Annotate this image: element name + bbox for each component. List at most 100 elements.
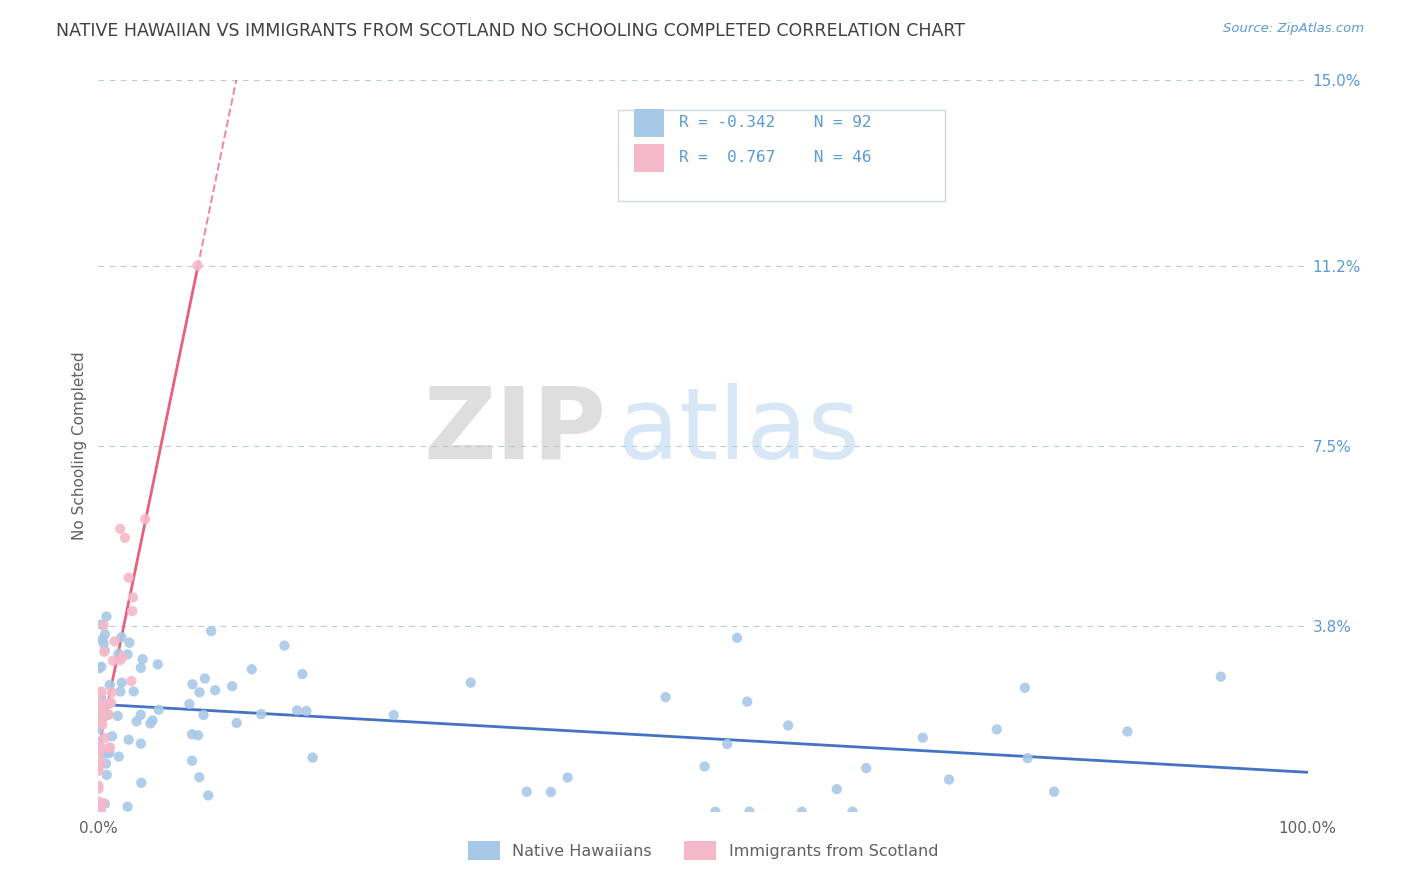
FancyBboxPatch shape — [634, 144, 664, 171]
Point — [101, 654, 124, 668]
Point — [1017, 751, 1039, 765]
Point — [285, 703, 308, 717]
Point — [693, 759, 716, 773]
Point — [240, 662, 263, 676]
Point — [90, 684, 112, 698]
Point — [122, 591, 145, 605]
Point — [90, 690, 112, 705]
Point — [460, 675, 482, 690]
Point — [107, 749, 129, 764]
Point — [139, 716, 162, 731]
Point — [1014, 681, 1036, 695]
Point — [87, 756, 110, 771]
Point — [187, 728, 209, 742]
Point — [89, 722, 111, 736]
Point — [148, 703, 170, 717]
Point — [98, 697, 121, 711]
Point — [90, 805, 112, 819]
Point — [273, 639, 295, 653]
Point — [704, 805, 727, 819]
Point — [841, 805, 863, 819]
Point — [1209, 670, 1232, 684]
Point — [91, 632, 114, 647]
Point — [295, 704, 318, 718]
Point — [131, 776, 153, 790]
Point — [938, 772, 960, 787]
Point — [121, 604, 143, 618]
Point — [204, 683, 226, 698]
Point — [986, 723, 1008, 737]
Point — [120, 673, 142, 688]
Point — [129, 661, 152, 675]
Point — [221, 679, 243, 693]
Point — [87, 779, 110, 793]
Point — [87, 805, 110, 819]
Point — [98, 744, 121, 758]
Point — [87, 714, 110, 728]
Text: R = -0.342    N = 92: R = -0.342 N = 92 — [679, 115, 872, 130]
Point — [181, 727, 204, 741]
Point — [181, 754, 204, 768]
Point — [225, 715, 247, 730]
Point — [93, 709, 115, 723]
Point — [94, 756, 117, 771]
Point — [87, 739, 110, 753]
Point — [90, 617, 112, 632]
Point — [97, 707, 120, 722]
Point — [97, 707, 120, 722]
Point — [778, 718, 800, 732]
Point — [90, 710, 112, 724]
Point — [94, 627, 117, 641]
FancyBboxPatch shape — [634, 109, 664, 136]
Point — [87, 685, 110, 699]
Point — [187, 259, 209, 273]
Point — [93, 645, 115, 659]
Point — [1043, 785, 1066, 799]
Point — [87, 760, 110, 774]
Point — [89, 698, 111, 713]
Point — [118, 571, 141, 585]
Point — [131, 652, 153, 666]
Point — [87, 746, 110, 760]
Point — [654, 690, 676, 705]
Text: ZIP: ZIP — [423, 383, 606, 480]
Point — [87, 741, 110, 756]
Text: Source: ZipAtlas.com: Source: ZipAtlas.com — [1223, 22, 1364, 36]
Point — [193, 707, 215, 722]
Point — [118, 635, 141, 649]
Point — [89, 692, 111, 706]
Point — [87, 687, 110, 701]
Point — [94, 797, 117, 811]
Point — [291, 667, 314, 681]
Point — [911, 731, 934, 745]
Point — [97, 740, 120, 755]
Point — [194, 672, 217, 686]
Point — [87, 694, 110, 708]
Point — [93, 747, 115, 761]
Point — [89, 661, 111, 675]
Point — [87, 764, 110, 778]
Point — [141, 714, 163, 728]
Point — [188, 770, 211, 784]
Point — [716, 737, 738, 751]
Point — [108, 522, 131, 536]
Point — [87, 739, 110, 754]
Point — [90, 756, 112, 770]
Point — [179, 697, 201, 711]
Point — [107, 709, 129, 723]
Point — [96, 609, 118, 624]
Point — [250, 707, 273, 722]
Text: NATIVE HAWAIIAN VS IMMIGRANTS FROM SCOTLAND NO SCHOOLING COMPLETED CORRELATION C: NATIVE HAWAIIAN VS IMMIGRANTS FROM SCOTL… — [56, 22, 966, 40]
Point — [91, 796, 114, 810]
Point — [129, 737, 152, 751]
Point — [90, 659, 112, 673]
Point — [98, 695, 121, 709]
Point — [93, 618, 115, 632]
Point — [738, 805, 761, 819]
Point — [89, 698, 111, 713]
Legend: Native Hawaiians, Immigrants from Scotland: Native Hawaiians, Immigrants from Scotla… — [461, 835, 945, 866]
Point — [382, 708, 405, 723]
Point — [114, 531, 136, 545]
Point — [825, 782, 848, 797]
Point — [94, 643, 117, 657]
